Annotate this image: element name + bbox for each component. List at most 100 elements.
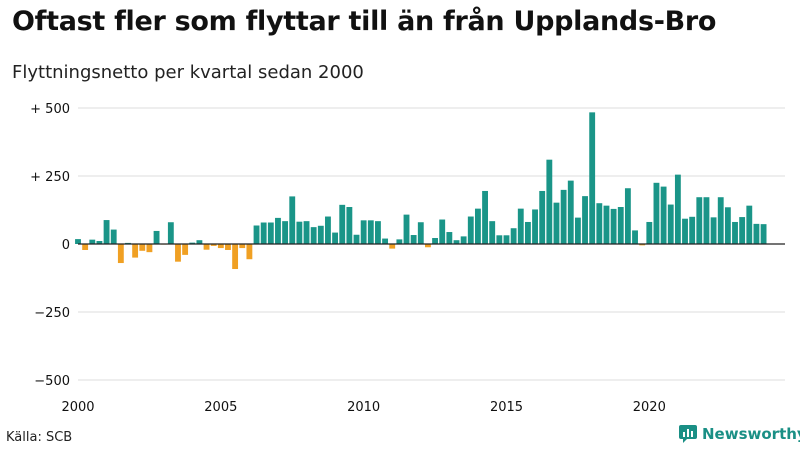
- bar: [153, 230, 160, 244]
- bar: [532, 209, 538, 244]
- y-tick-label: + 250: [30, 170, 70, 185]
- brand-name: Newsworthy: [702, 425, 800, 443]
- bar: [446, 232, 453, 244]
- bar: [732, 221, 738, 244]
- brand-logo[interactable]: Newsworthy: [679, 425, 800, 443]
- bar: [175, 244, 181, 262]
- bar: [89, 239, 96, 244]
- bar: [746, 205, 753, 244]
- bar: [396, 239, 403, 244]
- bar: [603, 205, 610, 244]
- bar: [203, 244, 210, 250]
- bar: [232, 244, 239, 270]
- bar: [296, 221, 303, 244]
- bar: [225, 244, 231, 250]
- bar: [667, 204, 674, 244]
- bar: [724, 207, 731, 244]
- bar: [210, 244, 217, 246]
- bar: [310, 227, 317, 244]
- bar: [167, 222, 174, 244]
- bar: [653, 182, 660, 244]
- bar: [375, 221, 381, 244]
- bar: [596, 203, 603, 244]
- bar: [660, 186, 667, 244]
- bar: [589, 112, 596, 245]
- bar: [275, 217, 281, 244]
- bar: [360, 220, 367, 244]
- bar: [574, 217, 581, 244]
- y-tick-label: 0: [62, 238, 70, 253]
- bar: [339, 204, 346, 244]
- y-tick-label: + 500: [30, 102, 70, 117]
- bar: [546, 159, 553, 244]
- bar: [196, 240, 203, 244]
- bar: [425, 244, 431, 248]
- bar: [146, 244, 153, 253]
- bar: [753, 223, 760, 244]
- bar: [553, 202, 560, 244]
- bar: [617, 207, 624, 244]
- bar: [560, 189, 567, 244]
- bar: [260, 222, 267, 244]
- bar: [346, 207, 353, 244]
- chart-subtitle: Flyttningsnetto per kvartal sedan 2000: [12, 62, 364, 83]
- bar: [717, 197, 724, 244]
- bar: [410, 235, 417, 244]
- bar: [217, 244, 224, 249]
- bar: [610, 208, 617, 244]
- bar: [503, 235, 510, 244]
- bar: [639, 244, 646, 246]
- bar: [253, 225, 260, 244]
- x-tick-label: 2000: [61, 400, 94, 415]
- y-tick-label: −250: [34, 306, 70, 321]
- bar: [453, 240, 460, 244]
- bar: [482, 190, 488, 244]
- bar: [467, 216, 474, 244]
- bar: [624, 188, 631, 244]
- x-tick-label: 2005: [204, 400, 237, 415]
- x-tick-label: 2015: [490, 400, 523, 415]
- bar: [382, 238, 389, 244]
- bar: [389, 244, 396, 249]
- bar: [432, 238, 438, 244]
- bar: [439, 219, 446, 244]
- bar: [567, 180, 574, 244]
- bar: [96, 241, 103, 244]
- chart-title: Oftast fler som flyttar till än från Upp…: [12, 6, 717, 37]
- bar: [646, 221, 653, 244]
- bar: [332, 232, 339, 244]
- bar: [517, 208, 524, 244]
- bar: [303, 221, 310, 244]
- bar: [246, 244, 253, 260]
- bar: [539, 190, 546, 244]
- x-tick-label: 2020: [633, 400, 666, 415]
- bar: [496, 235, 503, 244]
- bar: [403, 214, 410, 244]
- bar-chart-logo-icon: [679, 425, 697, 443]
- bar: [524, 221, 531, 244]
- bar: [760, 224, 767, 244]
- bar: [696, 197, 703, 244]
- bar: [189, 242, 196, 244]
- bar: [289, 196, 296, 244]
- bar: [267, 222, 274, 244]
- x-tick-label: 2010: [347, 400, 380, 415]
- bar: [282, 221, 289, 244]
- bar: [739, 217, 746, 244]
- source-note: Källa: SCB: [6, 430, 73, 445]
- bar: [82, 244, 89, 250]
- y-tick-label: −500: [34, 374, 70, 389]
- bar: [353, 234, 360, 244]
- bar: [317, 225, 324, 244]
- bar: [110, 229, 117, 244]
- bar: [75, 239, 81, 244]
- bar: [489, 221, 496, 244]
- bar: [703, 197, 710, 244]
- bar: [582, 196, 588, 244]
- bar: [510, 228, 517, 244]
- bar: [460, 236, 467, 244]
- bar: [139, 244, 146, 251]
- bar: [325, 216, 331, 244]
- bar: [103, 220, 110, 244]
